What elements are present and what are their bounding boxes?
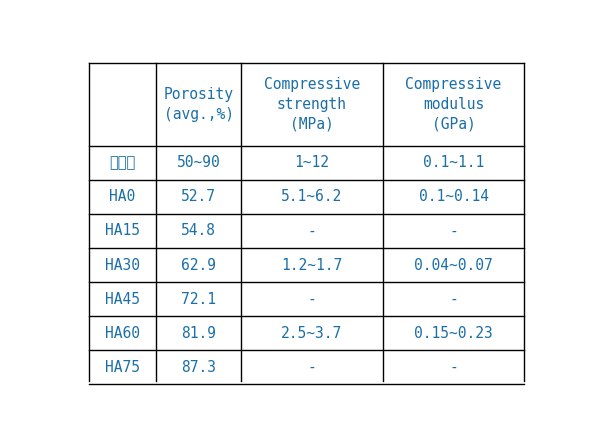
Text: 81.9: 81.9 — [181, 326, 216, 341]
Text: HA0: HA0 — [109, 189, 136, 205]
Text: HA30: HA30 — [105, 257, 140, 272]
Text: -: - — [307, 292, 316, 307]
Text: 52.7: 52.7 — [181, 189, 216, 205]
Text: -: - — [449, 360, 458, 375]
Text: 0.1~0.14: 0.1~0.14 — [419, 189, 489, 205]
Text: Compressive
strength
(MPa): Compressive strength (MPa) — [264, 77, 360, 132]
Text: Compressive
modulus
(GPa): Compressive modulus (GPa) — [405, 77, 502, 132]
Text: 0.04~0.07: 0.04~0.07 — [414, 257, 493, 272]
Text: 72.1: 72.1 — [181, 292, 216, 307]
Text: 54.8: 54.8 — [181, 224, 216, 238]
Text: 87.3: 87.3 — [181, 360, 216, 375]
Text: HA45: HA45 — [105, 292, 140, 307]
Text: -: - — [307, 224, 316, 238]
Text: 해면골: 해면골 — [109, 155, 136, 170]
Text: 1.2~1.7: 1.2~1.7 — [281, 257, 343, 272]
Text: HA60: HA60 — [105, 326, 140, 341]
Text: -: - — [307, 360, 316, 375]
Text: Porosity
(avg.,%): Porosity (avg.,%) — [164, 87, 234, 122]
Text: 62.9: 62.9 — [181, 257, 216, 272]
Text: 1~12: 1~12 — [294, 155, 329, 170]
Text: 5.1~6.2: 5.1~6.2 — [281, 189, 343, 205]
Text: -: - — [449, 224, 458, 238]
Text: HA75: HA75 — [105, 360, 140, 375]
Text: 2.5~3.7: 2.5~3.7 — [281, 326, 343, 341]
Text: 0.1~1.1: 0.1~1.1 — [423, 155, 484, 170]
Text: 50~90: 50~90 — [177, 155, 221, 170]
Text: HA15: HA15 — [105, 224, 140, 238]
Text: 0.15~0.23: 0.15~0.23 — [414, 326, 493, 341]
Text: -: - — [449, 292, 458, 307]
